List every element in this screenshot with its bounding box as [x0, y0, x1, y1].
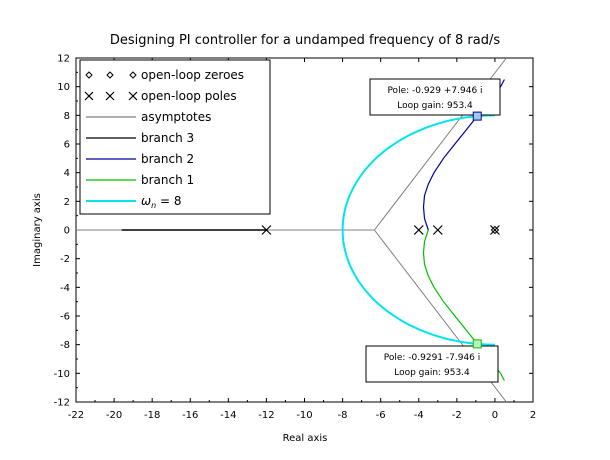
legend-diamond-icon — [85, 71, 93, 79]
x-tick-label: -4 — [414, 410, 424, 421]
x-tick-label: -22 — [68, 410, 84, 421]
open-loop-pole-marker — [432, 225, 443, 235]
datatip-marker — [472, 339, 482, 349]
pole-x-stroke — [413, 225, 424, 235]
y-tick-label: -4 — [60, 283, 70, 294]
datatip-gain-text: Loop gain: 953.4 — [394, 368, 470, 378]
y-tick-label: 10 — [57, 82, 70, 93]
open-loop-zero-marker — [490, 225, 500, 235]
legend-diamond-icon — [106, 71, 114, 79]
datatip-box — [369, 78, 501, 116]
legend-label: asymptotes — [141, 110, 211, 124]
y-tick-label: 4 — [64, 168, 70, 179]
pole-x-stroke — [432, 225, 443, 235]
open-loop-pole-marker — [261, 225, 272, 235]
legend-x-icon — [128, 91, 138, 101]
datatip-pole-text: Pole: -0.9291 -7.946 i — [384, 353, 481, 363]
x-tick-label: -14 — [220, 410, 236, 421]
datatip: Pole: -0.9291 -7.946 i Loop gain: 953.4 — [365, 339, 499, 383]
y-tick-label: -2 — [60, 254, 70, 265]
datatip-box — [365, 345, 499, 383]
open-loop-pole-marker — [413, 225, 424, 235]
legend-label: open-loop zeroes — [141, 68, 244, 82]
x-tick-label: 2 — [530, 410, 536, 421]
legend-label: branch 3 — [141, 131, 194, 145]
pole-x-stroke — [489, 225, 500, 235]
y-tick-label: 6 — [64, 140, 70, 151]
y-axis-label: Imaginary axis — [32, 193, 43, 267]
open-loop-pole-marker — [489, 225, 500, 235]
x-axis-label: Real axis — [283, 433, 328, 444]
y-tick-label: -6 — [60, 312, 70, 323]
legend: open-loop zeroes open-loop poles asymptote… — [79, 59, 271, 215]
y-tick-label: -12 — [54, 398, 70, 409]
legend-label: branch 1 — [141, 173, 194, 187]
pole-x-stroke — [261, 225, 272, 235]
datatip-gain-text: Loop gain: 953.4 — [397, 101, 473, 111]
legend-label: ωn = 8 — [141, 194, 181, 210]
x-tick-label: -12 — [258, 410, 274, 421]
legend-x-icon — [84, 91, 94, 101]
legend-label: branch 2 — [141, 152, 194, 166]
y-tick-label: 8 — [64, 111, 70, 122]
x-tick-label: -8 — [338, 410, 348, 421]
x-tick-label: -2 — [452, 410, 462, 421]
datatip-marker — [472, 111, 482, 121]
legend-label: open-loop poles — [141, 89, 237, 103]
chart-title: Designing PI controller for a undamped f… — [110, 33, 501, 48]
x-tick-label: -10 — [296, 410, 312, 421]
series-wn-circle — [341, 114, 495, 346]
y-tick-label: 12 — [57, 54, 70, 65]
x-tick-label: -20 — [106, 410, 122, 421]
legend-diamond-icon — [129, 71, 137, 79]
datatip-pole-text: Pole: -0.929 +7.946 i — [387, 86, 482, 96]
legend-box — [79, 59, 271, 215]
x-tick-label: -6 — [376, 410, 386, 421]
legend-x-icon — [105, 91, 115, 101]
datatip: Pole: -0.929 +7.946 i Loop gain: 953.4 — [369, 78, 501, 121]
x-tick-label: -18 — [144, 410, 160, 421]
y-tick-label: -8 — [60, 340, 70, 351]
y-tick-label: 0 — [64, 226, 70, 237]
y-tick-label: -10 — [54, 369, 70, 380]
y-tick-label: 2 — [64, 197, 70, 208]
x-tick-label: -16 — [182, 410, 198, 421]
x-tick-label: 0 — [492, 410, 498, 421]
